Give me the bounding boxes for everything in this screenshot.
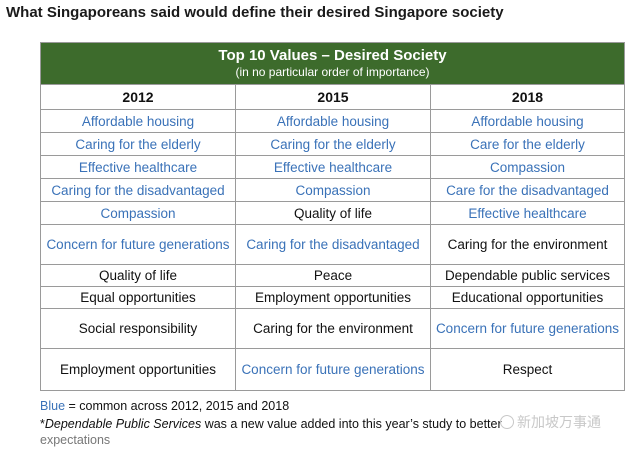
value-cell-2015: Peace	[235, 264, 431, 287]
table-row: Social responsibility Caring for the envi…	[40, 308, 625, 349]
value-cell-2015: Caring for the environment	[235, 308, 431, 349]
legend-text: = common across 2012, 2015 and 2018	[65, 399, 290, 413]
year-header-2015: 2015	[235, 84, 431, 110]
table-body: Affordable housing Affordable housing Affo…	[40, 109, 625, 391]
value-cell-2015: Affordable housing	[235, 109, 431, 133]
table-header: Top 10 Values – Desired Society (in no p…	[40, 42, 625, 85]
footnote-tail: expectations	[40, 433, 111, 447]
value-cell-2018: Educational opportunities	[430, 286, 625, 309]
value-cell-2012: Concern for future generations	[40, 224, 236, 265]
value-cell-2015: Compassion	[235, 178, 431, 202]
table-row: Quality of life Peace Dependable public se…	[40, 264, 625, 287]
values-table: Top 10 Values – Desired Society (in no p…	[40, 42, 625, 391]
table-subtitle: (in no particular order of importance)	[235, 65, 430, 79]
value-cell-2018: Compassion	[430, 155, 625, 179]
footnote-emphasis: Dependable Public Services	[44, 417, 202, 431]
value-cell-2015: Caring for the elderly	[235, 132, 431, 156]
value-cell-2018: Affordable housing	[430, 109, 625, 133]
legend: Blue = common across 2012, 2015 and 2018	[40, 399, 289, 413]
table-row: Affordable housing Affordable housing Affo…	[40, 109, 625, 133]
footnote-star: *	[40, 417, 45, 431]
table-row: Caring for the disadvantaged Compassion Ca…	[40, 178, 625, 202]
value-cell-2012: Quality of life	[40, 264, 236, 287]
year-header-2018: 2018	[430, 84, 625, 110]
value-cell-2018: Caring for the environment	[430, 224, 625, 265]
value-cell-2018: Care for the disadvantaged	[430, 178, 625, 202]
value-cell-2012: Social responsibility	[40, 308, 236, 349]
value-cell-2018: Effective healthcare	[430, 201, 625, 225]
table-row: Compassion Quality of life Effective healt…	[40, 201, 625, 225]
year-header-2012: 2012	[40, 84, 236, 110]
value-cell-2018: Respect	[430, 348, 625, 391]
table-row: Employment opportunities Concern for futu…	[40, 348, 625, 391]
value-cell-2012: Equal opportunities	[40, 286, 236, 309]
value-cell-2012: Effective healthcare	[40, 155, 236, 179]
table-row: Effective healthcare Effective healthcare…	[40, 155, 625, 179]
table-row: Equal opportunities Employment opportunit…	[40, 286, 625, 309]
value-cell-2018: Care for the elderly	[430, 132, 625, 156]
value-cell-2012: Caring for the elderly	[40, 132, 236, 156]
legend-blue-word: Blue	[40, 399, 66, 413]
footnote: *Dependable Public Services was a new va…	[40, 416, 560, 432]
value-cell-2018: Concern for future generations	[430, 308, 625, 349]
wechat-icon	[500, 415, 514, 429]
value-cell-2012: Compassion	[40, 201, 236, 225]
value-cell-2015: Effective healthcare	[235, 155, 431, 179]
table-row: Concern for future generations Caring for…	[40, 224, 625, 265]
value-cell-2015: Quality of life	[235, 201, 431, 225]
value-cell-2018: Dependable public services	[430, 264, 625, 287]
page-title: What Singaporeans said would define thei…	[6, 4, 504, 21]
footnote-text: was a new value added into this year’s s…	[201, 417, 502, 431]
value-cell-2012: Caring for the disadvantaged	[40, 178, 236, 202]
value-cell-2012: Employment opportunities	[40, 348, 236, 391]
watermark: 新加坡万事通	[500, 412, 601, 432]
watermark-text: 新加坡万事通	[517, 414, 601, 430]
table-row: Caring for the elderly Caring for the eld…	[40, 132, 625, 156]
value-cell-2015: Employment opportunities	[235, 286, 431, 309]
table-title: Top 10 Values – Desired Society	[218, 47, 447, 64]
value-cell-2012: Affordable housing	[40, 109, 236, 133]
value-cell-2015: Concern for future generations	[235, 348, 431, 391]
value-cell-2015: Caring for the disadvantaged	[235, 224, 431, 265]
